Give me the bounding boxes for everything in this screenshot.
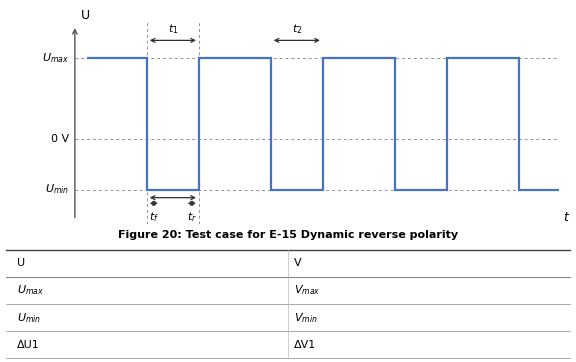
Text: $U_{min}$: $U_{min}$ bbox=[44, 183, 69, 197]
Text: U: U bbox=[81, 9, 90, 22]
Text: U: U bbox=[17, 258, 25, 268]
Text: $U_{max}$: $U_{max}$ bbox=[17, 283, 44, 298]
Text: $U_{min}$: $U_{min}$ bbox=[17, 311, 41, 325]
Text: $t_1$: $t_1$ bbox=[168, 22, 178, 35]
Text: ΔU1: ΔU1 bbox=[17, 340, 40, 350]
Text: $V_{min}$: $V_{min}$ bbox=[294, 311, 317, 325]
Text: V: V bbox=[294, 258, 301, 268]
Text: $U_{max}$: $U_{max}$ bbox=[41, 51, 69, 65]
Text: 0 V: 0 V bbox=[51, 134, 69, 144]
Text: Figure 20: Test case for E-15 Dynamic reverse polarity: Figure 20: Test case for E-15 Dynamic re… bbox=[118, 230, 458, 240]
Text: t: t bbox=[563, 211, 569, 224]
Text: $t_r$: $t_r$ bbox=[187, 211, 197, 224]
Text: $V_{max}$: $V_{max}$ bbox=[294, 283, 320, 298]
Text: ΔV1: ΔV1 bbox=[294, 340, 316, 350]
Text: $t_f$: $t_f$ bbox=[149, 211, 159, 224]
Text: $t_2$: $t_2$ bbox=[291, 22, 302, 35]
